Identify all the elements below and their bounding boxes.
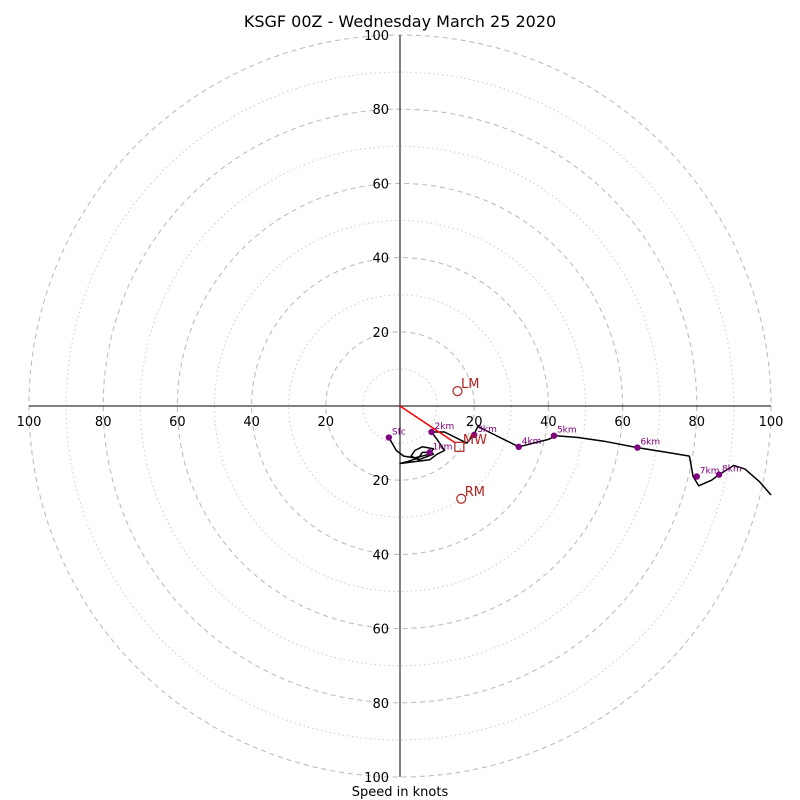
tick-label-y-bottom: 60 bbox=[372, 623, 389, 638]
storm-motion-marker-mw bbox=[454, 441, 465, 452]
storm-motion-label-lm: LM bbox=[461, 377, 479, 392]
height-label-sfc: Sfc bbox=[392, 428, 406, 438]
tick-label-x-left: 40 bbox=[243, 415, 260, 430]
height-markers: Sfc 1km 2km 3km 4km 5km 6km 7km 8km bbox=[385, 422, 742, 480]
tick-label-y-top: 60 bbox=[372, 177, 389, 192]
height-label-3km: 3km bbox=[477, 425, 497, 435]
height-label-1km: 1km bbox=[433, 442, 453, 452]
tick-label-y-top: 20 bbox=[372, 326, 389, 341]
height-label-4km: 4km bbox=[522, 437, 542, 447]
tick-label-x-right: 60 bbox=[614, 415, 631, 430]
chart-title: KSGF 00Z - Wednesday March 25 2020 bbox=[244, 12, 556, 31]
tick-label-y-top: 40 bbox=[372, 252, 389, 267]
storm-motion-label-mw: MW bbox=[463, 433, 487, 448]
height-marker-1km bbox=[426, 449, 433, 456]
tick-label-y-bottom: 40 bbox=[372, 548, 389, 563]
height-marker-3km bbox=[471, 431, 478, 439]
height-marker-4km bbox=[515, 443, 522, 451]
hodograph-line bbox=[388, 425, 772, 496]
storm-motion-marker-lm bbox=[452, 386, 463, 397]
tick-label-y-top: 100 bbox=[364, 29, 389, 44]
height-label-5km: 5km bbox=[557, 426, 577, 436]
height-marker-6km bbox=[634, 444, 641, 451]
height-label-2km: 2km bbox=[435, 422, 455, 432]
shear-vector-line bbox=[399, 405, 457, 444]
tick-label-x-left: 60 bbox=[169, 415, 186, 430]
height-label-6km: 6km bbox=[640, 438, 660, 448]
tick-label-y-top: 80 bbox=[372, 103, 389, 118]
tick-label-y-bottom: 80 bbox=[372, 697, 389, 712]
storm-motion-marker-rm bbox=[456, 493, 467, 504]
tick-label-x-left: 20 bbox=[318, 415, 335, 430]
height-marker-8km bbox=[715, 471, 723, 478]
height-marker-5km bbox=[550, 432, 558, 439]
height-marker-2km bbox=[428, 428, 435, 436]
hodograph-trace bbox=[388, 425, 772, 496]
tick-label-x-right: 40 bbox=[540, 415, 557, 430]
tick-label-y-bottom: 100 bbox=[364, 771, 389, 786]
tick-label-x-right: 100 bbox=[759, 415, 784, 430]
height-marker-7km bbox=[693, 473, 700, 480]
height-marker-sfc bbox=[385, 434, 393, 441]
tick-label-x-left: 100 bbox=[17, 415, 42, 430]
height-label-7km: 7km bbox=[700, 466, 720, 476]
tick-label-x-right: 80 bbox=[689, 415, 706, 430]
tick-label-x-left: 80 bbox=[95, 415, 112, 430]
storm-motion-label-rm: RM bbox=[465, 485, 485, 500]
tick-label-y-bottom: 20 bbox=[372, 474, 389, 489]
x-axis-label: Speed in knots bbox=[352, 785, 449, 800]
height-label-8km: 8km bbox=[722, 465, 742, 475]
shear-vector bbox=[399, 405, 457, 444]
storm-motions: LM MW RM bbox=[452, 377, 487, 504]
